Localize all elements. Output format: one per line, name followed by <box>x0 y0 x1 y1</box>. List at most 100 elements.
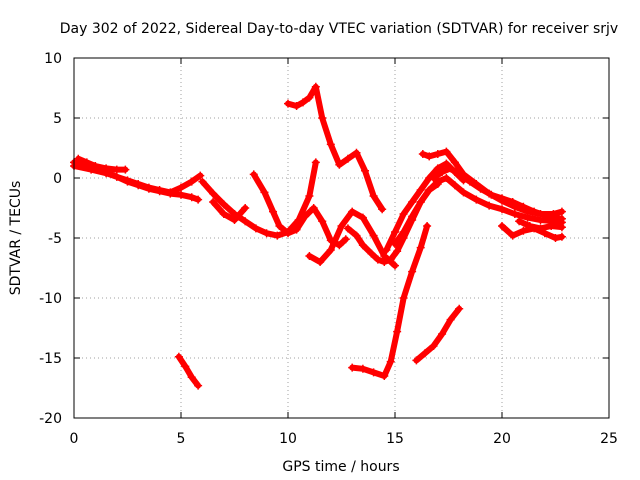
data-point-marker <box>429 174 438 182</box>
data-point-marker <box>121 165 130 174</box>
data-point-marker <box>241 217 250 226</box>
data-point-marker <box>273 231 282 240</box>
y-tick-label: -5 <box>48 231 62 247</box>
data-point-marker <box>249 170 258 179</box>
data-point-marker <box>557 207 566 216</box>
data-point-marker <box>519 226 528 235</box>
data-point-marker <box>408 267 417 276</box>
data-point-marker <box>292 225 301 234</box>
data-point-marker <box>196 171 205 180</box>
data-point-marker <box>181 362 190 371</box>
data-point-marker <box>209 198 218 206</box>
series-track-i <box>305 207 399 270</box>
y-tick-label: 5 <box>53 111 62 127</box>
data-point-marker <box>311 158 320 167</box>
data-point-marker <box>465 177 474 186</box>
data-point-marker <box>194 195 203 204</box>
data-point-marker <box>251 224 260 233</box>
data-point-marker <box>423 222 432 230</box>
data-point-marker <box>515 217 524 226</box>
data-point-marker <box>361 166 370 175</box>
data-point-marker <box>358 364 367 373</box>
data-point-marker <box>386 357 395 366</box>
data-point-marker <box>112 172 121 181</box>
axis-ticks: 0 5 10 15 20 25 10 5 0 -5 -10 -15 -20 <box>39 51 618 447</box>
data-point-marker <box>425 186 434 194</box>
data-point-marker <box>408 212 417 221</box>
data-point-marker <box>309 204 318 212</box>
data-point-marker <box>416 243 425 252</box>
series-track-h <box>284 82 387 214</box>
data-point-marker <box>438 168 447 176</box>
data-point-marker <box>391 240 399 248</box>
y-axis-label: SDTVAR / TECUs <box>8 181 24 296</box>
data-point-marker <box>194 381 203 390</box>
series-track-b <box>70 162 205 197</box>
data-point-marker <box>455 170 464 179</box>
x-tick-label: 0 <box>70 431 79 447</box>
x-tick-label: 5 <box>177 431 186 447</box>
series-trace <box>413 305 463 364</box>
data-point-marker <box>343 154 352 163</box>
data-point-marker <box>352 148 361 157</box>
data-point-marker <box>455 304 464 313</box>
series-track-o <box>429 164 566 223</box>
data-points <box>70 82 566 390</box>
data-point-marker <box>380 372 389 380</box>
data-point-marker <box>369 368 378 377</box>
data-point-marker <box>393 247 402 256</box>
data-point-marker <box>442 174 451 182</box>
chart-title: Day 302 of 2022, Sidereal Day-to-day VTE… <box>60 21 618 37</box>
data-point-marker <box>177 190 185 199</box>
data-point-marker <box>433 150 442 158</box>
data-point-marker <box>472 195 481 204</box>
data-point-marker <box>420 349 429 358</box>
data-point-marker <box>326 140 335 149</box>
x-axis-label: GPS time / hours <box>282 459 399 475</box>
data-point-marker <box>174 352 183 361</box>
data-point-marker <box>260 188 269 197</box>
data-point-marker <box>498 222 506 230</box>
data-point-marker <box>433 177 442 186</box>
data-point-marker <box>369 231 378 240</box>
data-point-marker <box>155 186 164 194</box>
data-point-marker <box>335 241 344 250</box>
data-point-marker <box>487 190 496 199</box>
data-point-marker <box>102 164 111 173</box>
data-point-marker <box>305 93 314 102</box>
data-point-marker <box>187 193 196 202</box>
data-point-marker <box>510 210 519 218</box>
data-point-marker <box>292 102 301 110</box>
data-point-marker <box>166 188 175 197</box>
x-tick-label: 25 <box>600 431 618 447</box>
data-point-marker <box>269 207 278 216</box>
data-point-marker <box>74 154 83 163</box>
grid <box>74 58 609 418</box>
data-point-marker <box>547 222 556 230</box>
data-point-marker <box>519 202 528 211</box>
data-point-marker <box>551 213 560 222</box>
data-point-marker <box>380 258 389 266</box>
data-point-marker <box>425 152 434 161</box>
x-tick-label: 20 <box>493 431 511 447</box>
data-point-marker <box>262 229 271 238</box>
data-point-marker <box>123 176 132 185</box>
data-point-marker <box>352 231 361 240</box>
data-point-marker <box>476 184 485 193</box>
data-point-marker <box>540 229 549 238</box>
data-point-marker <box>530 207 539 216</box>
series-track-d <box>174 352 203 390</box>
data-point-marker <box>144 183 153 192</box>
data-point-marker <box>399 228 408 236</box>
data-point-marker <box>386 255 395 264</box>
data-point-marker <box>241 204 250 212</box>
y-tick-label: 0 <box>53 171 62 187</box>
data-point-marker <box>311 82 320 91</box>
data-point-marker <box>536 224 545 233</box>
series-track-c <box>74 154 130 174</box>
data-point-marker <box>393 327 402 336</box>
data-point-marker <box>408 198 417 206</box>
data-point-marker <box>305 192 314 200</box>
data-point-marker <box>82 158 91 167</box>
data-point-marker <box>348 207 357 216</box>
